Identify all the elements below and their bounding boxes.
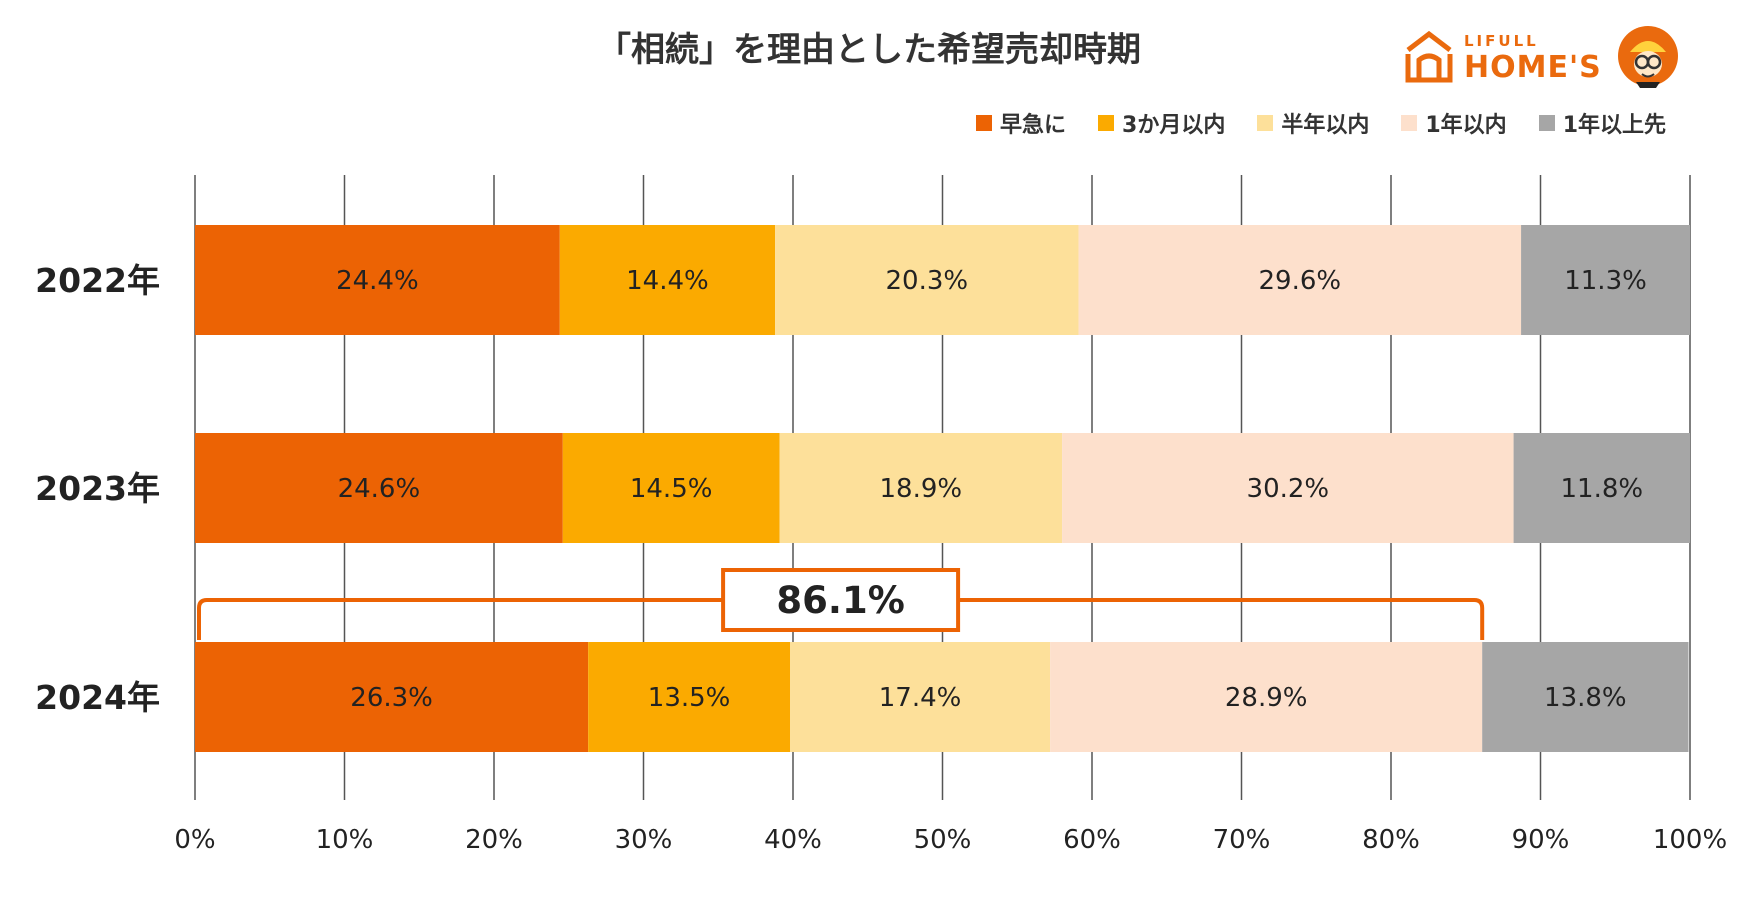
bar-segment xyxy=(195,433,563,543)
legend-label: 半年以内 xyxy=(1281,113,1370,138)
data-label: 26.3% xyxy=(350,683,433,713)
legend-swatch xyxy=(1098,115,1115,131)
legend-item: 1年以上先 xyxy=(1538,107,1666,139)
data-label: 13.8% xyxy=(1544,683,1627,713)
category-label: 2022年 xyxy=(35,261,160,300)
x-tick-label: 90% xyxy=(1512,825,1570,855)
data-label: 28.9% xyxy=(1225,683,1308,713)
data-label: 20.3% xyxy=(885,266,968,296)
data-label: 24.4% xyxy=(336,266,419,296)
x-tick-label: 100% xyxy=(1653,825,1727,855)
logo-wordmark-small: LIFULL xyxy=(1464,32,1539,50)
data-label: 13.5% xyxy=(648,683,731,713)
mascot-icon xyxy=(1618,26,1678,88)
bar-segment xyxy=(1513,433,1690,543)
legend-swatch xyxy=(976,115,993,131)
legend-item: 3か月以内 xyxy=(1098,107,1225,139)
data-label: 24.6% xyxy=(338,474,421,504)
brand-logo: LIFULL HOME'S xyxy=(1404,22,1734,92)
x-tick-label: 10% xyxy=(316,825,374,855)
bar-segment xyxy=(1078,225,1522,335)
data-label: 11.8% xyxy=(1560,474,1643,504)
bar-segment xyxy=(562,433,780,543)
bar-segment xyxy=(1482,642,1689,752)
x-tick-label: 60% xyxy=(1063,825,1121,855)
x-tick-label: 50% xyxy=(914,825,972,855)
bar-segment xyxy=(559,225,776,335)
bar-segment xyxy=(1062,433,1514,543)
chart-title: 「相続」を理由とした希望売却時期 xyxy=(597,30,1141,70)
bar-segment xyxy=(775,225,1079,335)
legend-label: 1年以内 xyxy=(1425,113,1507,138)
bar-segment xyxy=(779,433,1063,543)
legend-label: 1年以上先 xyxy=(1562,113,1666,138)
data-label: 17.4% xyxy=(879,683,962,713)
bar-segment xyxy=(195,642,589,752)
data-label: 14.5% xyxy=(630,474,713,504)
legend-item: 早急に xyxy=(976,107,1066,139)
logo-wordmark: HOME'S xyxy=(1464,50,1602,85)
data-label: 18.9% xyxy=(880,474,963,504)
category-label: 2024年 xyxy=(35,678,160,717)
bar-segment xyxy=(1521,225,1690,335)
data-label: 29.6% xyxy=(1259,266,1342,296)
legend-item: 1年以内 xyxy=(1401,107,1507,139)
legend-swatch xyxy=(1401,115,1418,131)
annotation-box xyxy=(721,568,961,632)
x-tick-label: 30% xyxy=(615,825,673,855)
house-icon xyxy=(1405,30,1453,83)
legend-swatch xyxy=(1257,115,1274,131)
category-label: 2023年 xyxy=(35,469,160,508)
x-tick-label: 40% xyxy=(764,825,822,855)
bar-segment xyxy=(195,225,560,335)
bar-segment xyxy=(588,642,791,752)
x-tick-label: 0% xyxy=(174,825,215,855)
bar-segment xyxy=(790,642,1051,752)
x-tick-label: 70% xyxy=(1213,825,1271,855)
legend: 早急に 3か月以内 半年以内 1年以内 1年以上先 xyxy=(976,108,1666,138)
legend-swatch xyxy=(1538,115,1555,131)
data-label: 11.3% xyxy=(1564,266,1647,296)
legend-label: 3か月以内 xyxy=(1122,113,1226,138)
data-label: 30.2% xyxy=(1247,474,1330,504)
x-tick-label: 80% xyxy=(1362,825,1420,855)
legend-label: 早急に xyxy=(1000,113,1067,138)
x-tick-label: 20% xyxy=(465,825,523,855)
bar-segment xyxy=(1050,642,1483,752)
data-label: 14.4% xyxy=(626,266,709,296)
annotation-label: 86.1% xyxy=(776,579,904,622)
legend-item: 半年以内 xyxy=(1257,107,1369,139)
